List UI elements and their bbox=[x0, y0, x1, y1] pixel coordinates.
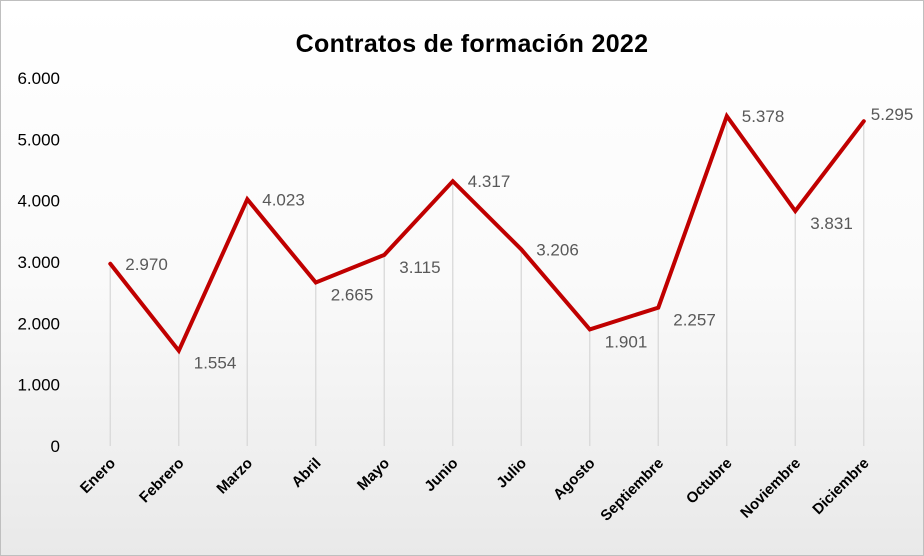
data-label: 2.665 bbox=[331, 286, 374, 305]
data-label: 3.206 bbox=[536, 240, 579, 259]
data-point bbox=[725, 114, 729, 118]
data-point bbox=[793, 209, 797, 213]
chart-title: Contratos de formación 2022 bbox=[295, 30, 649, 58]
y-tick-label: 1.000 bbox=[17, 376, 60, 395]
y-tick-label: 4.000 bbox=[17, 192, 60, 211]
data-label: 2.257 bbox=[673, 311, 716, 330]
x-tick-label: Octubre bbox=[683, 455, 736, 508]
x-tick-label: Diciembre bbox=[809, 455, 872, 518]
x-tick-label: Mayo bbox=[354, 455, 393, 494]
data-point bbox=[588, 327, 592, 331]
data-point bbox=[108, 262, 112, 266]
x-tick-label: Julio bbox=[493, 455, 530, 492]
y-tick-label: 3.000 bbox=[17, 253, 60, 272]
data-point bbox=[245, 197, 249, 201]
data-point bbox=[314, 281, 318, 285]
x-tick-label: Febrero bbox=[136, 455, 188, 507]
data-label: 4.023 bbox=[262, 190, 305, 209]
data-point bbox=[177, 349, 181, 353]
data-label: 5.295 bbox=[871, 105, 914, 124]
data-label: 4.317 bbox=[468, 172, 511, 191]
x-tick-label: Septiembre bbox=[597, 455, 667, 525]
x-tick-label: Marzo bbox=[213, 455, 256, 498]
data-point bbox=[382, 253, 386, 257]
x-tick-label: Junio bbox=[421, 455, 461, 495]
data-point bbox=[862, 119, 866, 123]
data-point bbox=[519, 247, 523, 251]
y-tick-label: 2.000 bbox=[17, 314, 60, 333]
x-tick-label: Noviembre bbox=[737, 455, 804, 522]
data-label: 1.901 bbox=[605, 332, 648, 351]
data-label: 3.831 bbox=[810, 214, 853, 233]
data-point bbox=[656, 306, 660, 310]
x-tick-label: Enero bbox=[77, 455, 119, 497]
data-label: 5.378 bbox=[742, 107, 785, 126]
data-point bbox=[451, 179, 455, 183]
data-label: 2.970 bbox=[125, 255, 168, 274]
y-tick-label: 5.000 bbox=[17, 130, 60, 149]
y-tick-label: 0 bbox=[51, 437, 60, 456]
data-label: 1.554 bbox=[194, 354, 237, 373]
x-tick-label: Abril bbox=[288, 455, 324, 491]
y-tick-label: 6.000 bbox=[17, 69, 60, 88]
series-line bbox=[108, 111, 866, 355]
data-label: 3.115 bbox=[399, 258, 440, 277]
x-tick-label: Agosto bbox=[550, 455, 599, 504]
